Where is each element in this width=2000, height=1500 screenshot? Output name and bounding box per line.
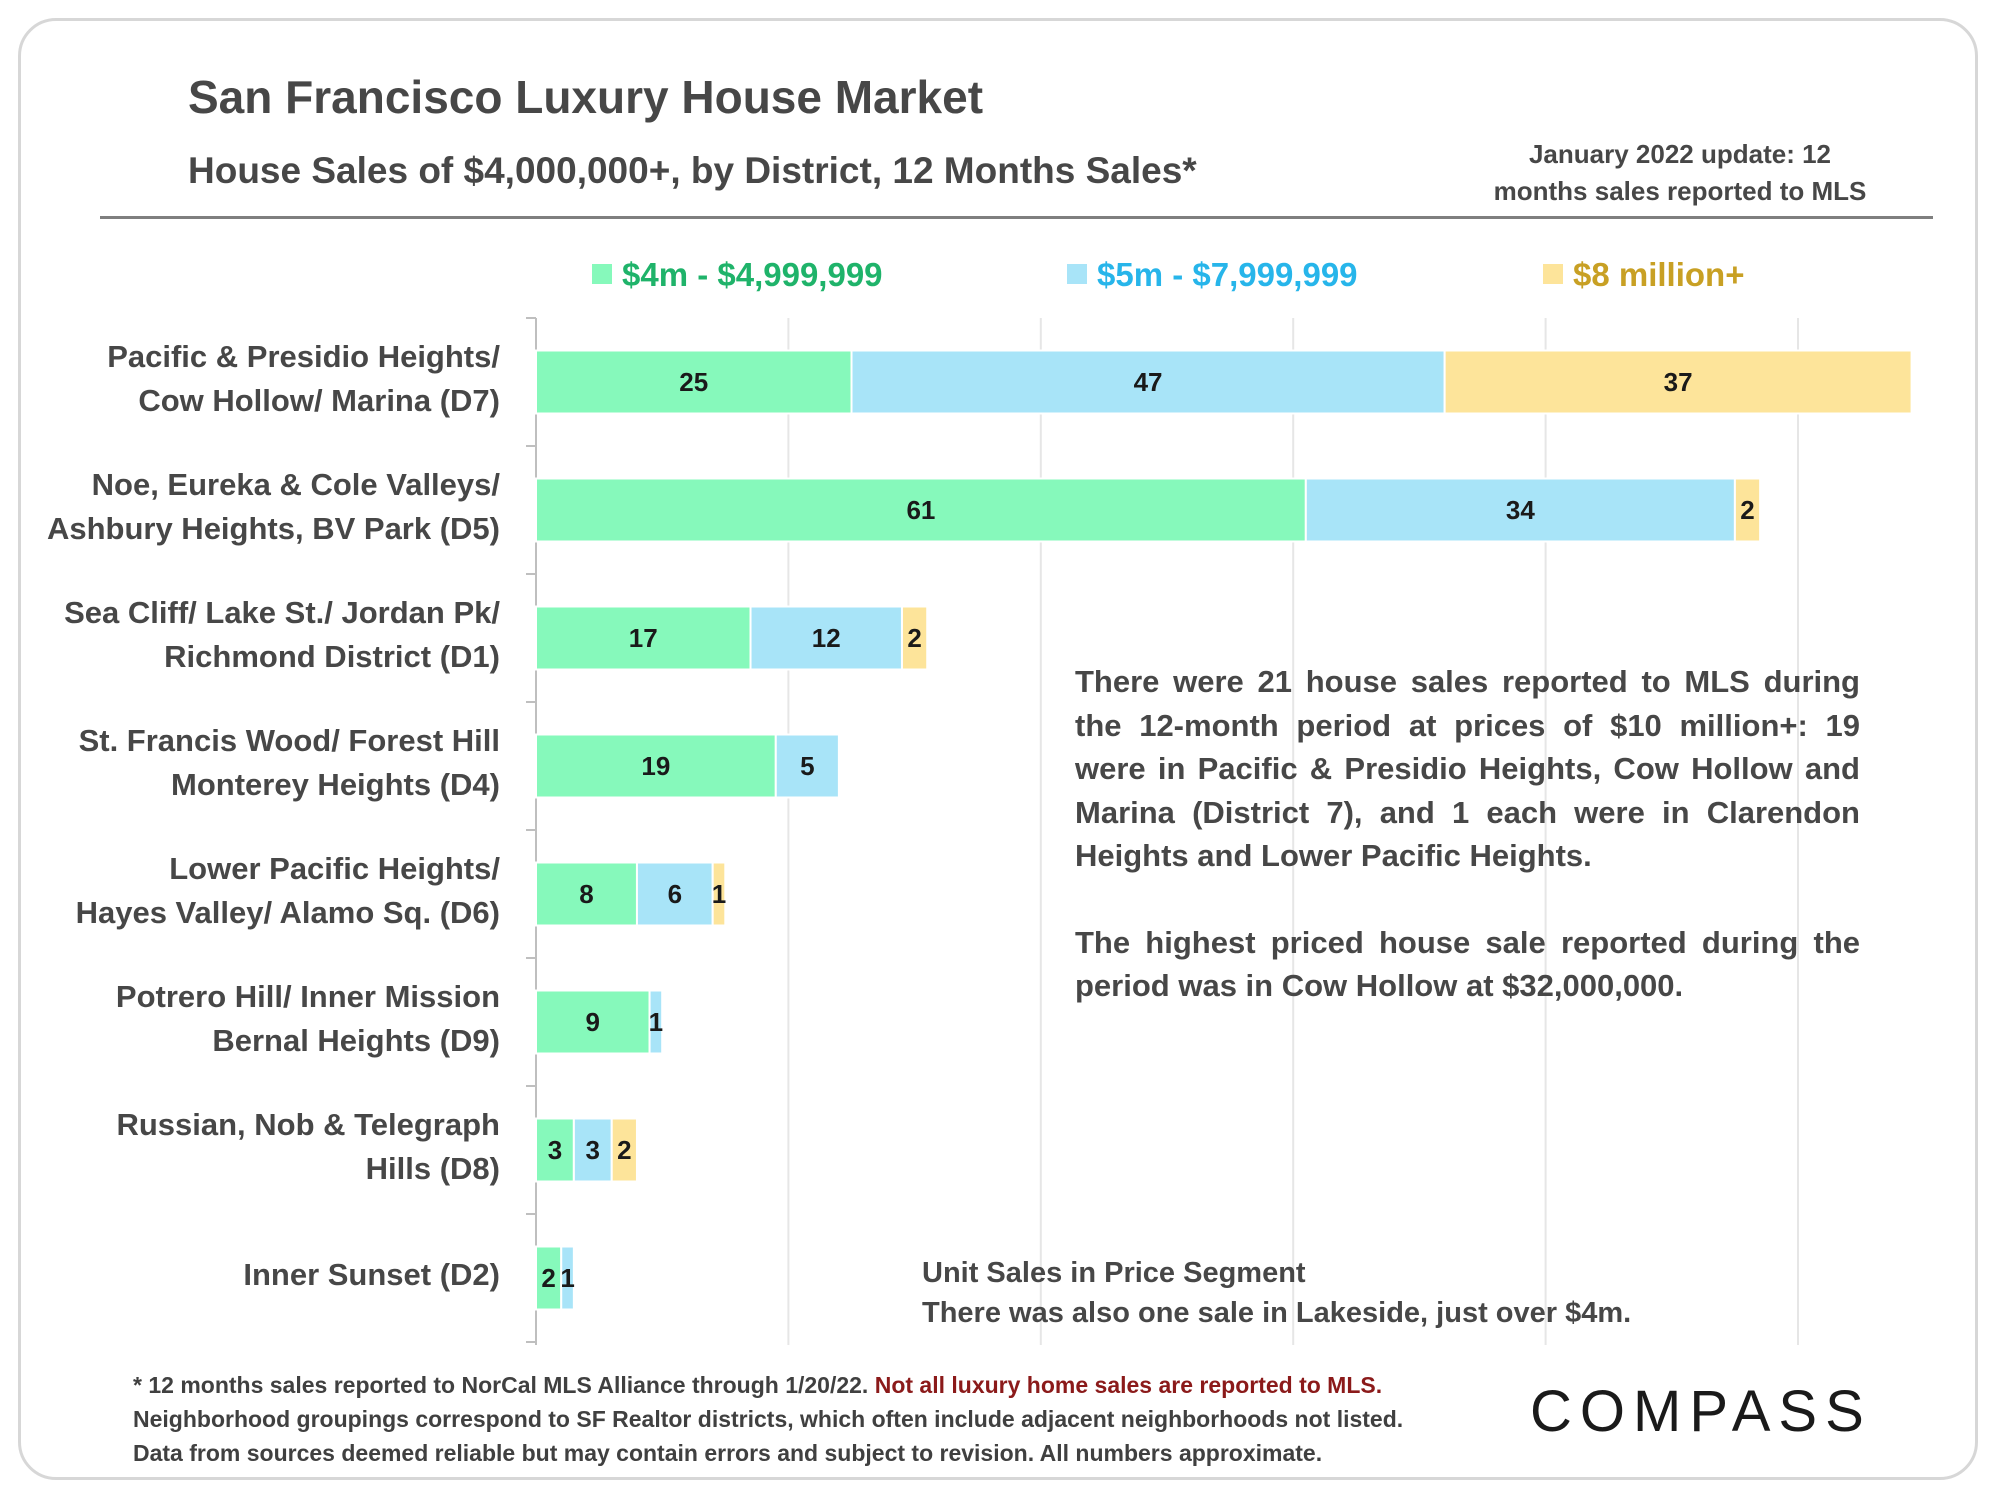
bar-1-4m-4-999-999 (535, 477, 1307, 543)
category-label-line: Hayes Valley/ Alamo Sq. (D6) (75, 895, 500, 930)
bar-0-8-million (1443, 349, 1913, 415)
category-label-line: Russian, Nob & Telegraph (116, 1107, 500, 1142)
bar-4-4m-4-999-999 (535, 861, 638, 927)
category-label: Inner Sunset (D2) (243, 1253, 500, 1297)
bar-2-5m-7-999-999 (749, 605, 903, 671)
bar-value-label: 1 (649, 1007, 663, 1037)
update-note-line2: months sales reported to MLS (1493, 176, 1867, 206)
bar-6-8-million (610, 1117, 638, 1183)
bar-value-label: 1 (560, 1263, 574, 1293)
bar-value-label: 6 (668, 879, 682, 909)
bar-2-8-million (900, 605, 929, 671)
category-label-line: Cow Hollow/ Marina (D7) (138, 383, 500, 418)
category-label-line: Hills (D8) (365, 1151, 500, 1186)
bar-7-4m-4-999-999 (535, 1245, 563, 1311)
bar-value-label: 9 (586, 1007, 600, 1037)
bar-value-label: 3 (586, 1135, 600, 1165)
bar-value-label: 2 (617, 1135, 631, 1165)
header-divider (100, 216, 1933, 219)
unit-caption-line1: Unit Sales in Price Segment (922, 1257, 1306, 1289)
annotation-note: There were 21 house sales reported to ML… (1075, 660, 1860, 1008)
legend-swatch-4m-5m (592, 264, 612, 284)
legend-item-8m-plus: $8 million+ (1543, 256, 1744, 294)
bar-value-label: 19 (641, 751, 670, 781)
compass-logo: COMPASS (1530, 1379, 1872, 1444)
legend-swatch-5m-8m (1067, 264, 1087, 284)
chart-subtitle: House Sales of $4,000,000+, by District,… (188, 150, 1197, 191)
category-label-line: Monterey Heights (D4) (171, 767, 500, 802)
bar-0-4m-4-999-999 (535, 349, 853, 415)
bar-0-5m-7-999-999 (850, 349, 1446, 415)
category-label: Russian, Nob & Telegraph Hills (D8) (116, 1103, 500, 1191)
category-label-line: Bernal Heights (D9) (212, 1023, 500, 1058)
legend-item-4m-5m: $4m - $4,999,999 (592, 256, 883, 294)
bar-4-8-million (711, 861, 727, 927)
bar-6-5m-7-999-999 (572, 1117, 613, 1183)
category-label: Noe, Eureka & Cole Valleys/Ashbury Heigh… (47, 463, 500, 551)
bar-value-label: 8 (579, 879, 593, 909)
category-label: Lower Pacific Heights/Hayes Valley/ Alam… (76, 847, 500, 935)
category-label-line: Inner Sunset (D2) (243, 1257, 500, 1292)
category-label-line: Noe, Eureka & Cole Valleys/ (91, 467, 500, 502)
footnote-line2: Neighborhood groupings correspond to SF … (133, 1406, 1404, 1432)
update-note: January 2022 update: 12 months sales rep… (1470, 136, 1890, 210)
bar-1-5m-7-999-999 (1304, 477, 1736, 543)
legend-item-5m-8m: $5m - $7,999,999 (1067, 256, 1358, 294)
category-label-line: Potrero Hill/ Inner Mission (115, 979, 500, 1014)
chart-card (18, 18, 1978, 1480)
bar-value-label: 37 (1664, 367, 1693, 397)
category-label: Pacific & Presidio Heights/Cow Hollow/ M… (107, 335, 500, 423)
bar-value-label: 61 (906, 495, 935, 525)
category-label-line: Richmond District (D1) (164, 639, 500, 674)
legend-label-4m-5m: $4m - $4,999,999 (622, 256, 883, 293)
update-note-line1: January 2022 update: 12 (1528, 139, 1832, 169)
unit-caption: Unit Sales in Price Segment There was al… (922, 1253, 1631, 1333)
bar-1-8-million (1733, 477, 1762, 543)
bar-value-label: 1 (712, 879, 726, 909)
bar-value-label: 2 (1740, 495, 1754, 525)
legend-swatch-8m-plus (1543, 264, 1563, 284)
bar-value-label: 12 (812, 623, 841, 653)
footnote-line1: * 12 months sales reported to NorCal MLS… (133, 1368, 1403, 1402)
footnote: * 12 months sales reported to NorCal MLS… (133, 1368, 1403, 1470)
annotation-paragraph-2: The highest priced house sale reported d… (1075, 924, 1860, 1004)
unit-caption-line2: There was also one sale in Lakeside, jus… (922, 1297, 1632, 1329)
bar-value-label: 2 (907, 623, 921, 653)
bar-7-5m-7-999-999 (560, 1245, 575, 1311)
bar-value-label: 2 (541, 1263, 555, 1293)
legend-label-8m-plus: $8 million+ (1573, 256, 1745, 293)
bar-value-label: 34 (1506, 495, 1535, 525)
category-label-line: Lower Pacific Heights/ (169, 851, 500, 886)
category-label-line: Sea Cliff/ Lake St./ Jordan Pk/ (64, 595, 500, 630)
category-label: Sea Cliff/ Lake St./ Jordan Pk/Richmond … (64, 591, 500, 679)
bar-value-label: 17 (629, 623, 658, 653)
category-label: Potrero Hill/ Inner Mission Bernal Height… (116, 975, 500, 1063)
category-label: St. Francis Wood/ Forest Hill Monterey He… (79, 719, 500, 807)
bar-4-5m-7-999-999 (635, 861, 714, 927)
footnote-line3: Data from sources deemed reliable but ma… (133, 1440, 1323, 1466)
footnote-warning: Not all luxury home sales are reported t… (874, 1372, 1383, 1398)
legend-label-5m-8m: $5m - $7,999,999 (1097, 256, 1358, 293)
bar-2-4m-4-999-999 (535, 605, 752, 671)
bar-3-4m-4-999-999 (535, 733, 777, 799)
category-label-line: Pacific & Presidio Heights/ (107, 339, 500, 374)
category-label-line: St. Francis Wood/ Forest Hill (78, 723, 500, 758)
bar-3-5m-7-999-999 (774, 733, 840, 799)
bar-value-label: 47 (1134, 367, 1163, 397)
annotation-paragraph-1: There were 21 house sales reported to ML… (1075, 664, 1860, 873)
chart-title: San Francisco Luxury House Market (188, 71, 984, 123)
bar-5-5m-7-999-999 (648, 989, 664, 1055)
category-label-line: Ashbury Heights, BV Park (D5) (46, 511, 500, 546)
bar-value-label: 25 (679, 367, 708, 397)
bar-value-label: 5 (800, 751, 814, 781)
footnote-line1-text: * 12 months sales reported to NorCal MLS… (133, 1372, 875, 1398)
bar-value-label: 3 (548, 1135, 562, 1165)
